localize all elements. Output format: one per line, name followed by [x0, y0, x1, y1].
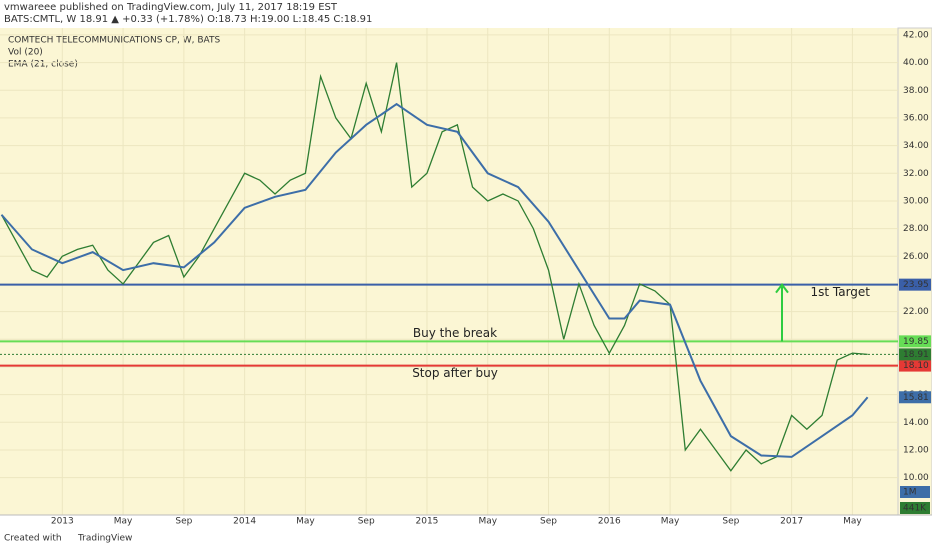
last-label: 18.91 — [903, 350, 929, 360]
x-tick-label: May — [296, 517, 315, 527]
y-tick-label: 14.00 — [903, 418, 929, 428]
annotation: 1st Target — [810, 285, 870, 299]
annotation: Stop after buy — [412, 366, 498, 380]
x-tick-label: May — [114, 517, 133, 527]
level-badge — [899, 278, 931, 291]
x-tick-label: Sep — [175, 517, 192, 527]
y-tick-label: 38.00 — [903, 86, 929, 96]
footer-brand: TradingView — [77, 534, 132, 544]
x-tick-label: Sep — [722, 517, 739, 527]
y-tick-label: 26.00 — [903, 252, 929, 262]
header: vmwareee published on TradingView.com, J… — [4, 2, 338, 13]
volume-badge — [900, 486, 930, 498]
legend-ema: EMA (21, close) — [8, 60, 78, 70]
level-label: 23.95 — [903, 280, 929, 290]
annotation: Buy the break — [413, 326, 497, 340]
x-tick-label: 2017 — [780, 517, 803, 527]
x-tick-label: 2016 — [598, 517, 621, 527]
y-tick-label: 30.00 — [903, 196, 929, 206]
volume-tick-label: 441K — [903, 504, 927, 514]
level-label: 18.10 — [903, 361, 929, 371]
x-tick-label: May — [843, 517, 862, 527]
level-label: 19.85 — [903, 337, 929, 347]
price-axis — [897, 27, 932, 516]
plot-area — [0, 28, 898, 515]
last-label: 15.81 — [903, 393, 929, 403]
x-tick-label: May — [478, 517, 497, 527]
x-tick-label: 2013 — [51, 517, 74, 527]
symbol-line: BATS:CMTL, W 18.91 ▲ +0.33 (+1.78%) O:18… — [4, 14, 372, 25]
x-tick-label: 2015 — [416, 517, 439, 527]
series-line — [0, 102, 869, 458]
y-tick-label: 22.00 — [903, 307, 929, 317]
series-line — [0, 62, 868, 472]
y-tick-label: 42.00 — [903, 30, 929, 40]
y-tick-label: 34.00 — [903, 141, 929, 151]
y-tick-label: 12.00 — [903, 445, 929, 455]
volume-tick-label: 1M — [903, 488, 917, 498]
x-tick-label: May — [661, 517, 680, 527]
x-tick-label: Sep — [358, 517, 375, 527]
level-badge — [899, 335, 931, 348]
legend-volume: Vol (20) — [8, 48, 43, 58]
footer-created: Created with — [4, 534, 62, 544]
level-badge — [899, 359, 931, 372]
y-tick-label: 10.00 — [903, 473, 929, 483]
x-tick-label: 2014 — [233, 517, 256, 527]
last-badge — [899, 348, 931, 361]
target-arrow-head — [775, 282, 789, 294]
y-tick-label: 28.00 — [903, 224, 929, 234]
x-tick-label: Sep — [540, 517, 557, 527]
y-tick-label: 32.00 — [903, 169, 929, 179]
volume-badge — [900, 502, 930, 514]
y-tick-label: 40.00 — [903, 58, 929, 68]
last-badge — [899, 391, 931, 404]
legend-title: COMTECH TELECOMMUNICATIONS CP, W, BATS — [8, 36, 220, 46]
y-tick-label: 36.00 — [903, 113, 929, 123]
